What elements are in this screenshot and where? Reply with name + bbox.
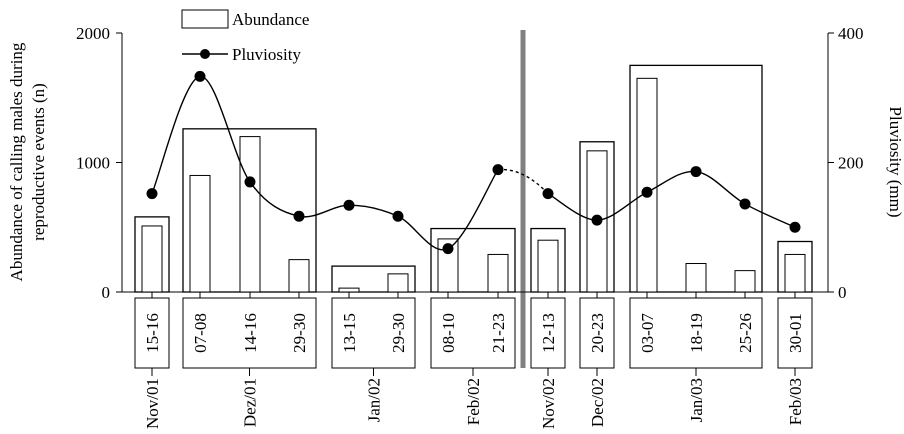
legend: Abundance Pluviosity xyxy=(181,9,309,64)
pluviosity-point xyxy=(492,164,504,176)
season-divider-bar xyxy=(520,30,526,368)
event-date-label: 25-26 xyxy=(736,313,755,353)
left-tick-label: 1000 xyxy=(76,154,110,173)
x-category-labels: Nov/01 Dez/01 Jan/02 Feb/02 Nov/02 Dec/02 Jan/… xyxy=(134,297,813,429)
legend-pluviosity-marker xyxy=(200,49,210,59)
pluviosity-point xyxy=(690,166,702,178)
legend-abundance-swatch xyxy=(181,9,229,29)
pluviosity-point xyxy=(244,176,256,188)
pluviosity-point xyxy=(293,210,305,222)
pluviosity-series xyxy=(146,70,801,255)
month-label: Feb/03 xyxy=(786,378,805,425)
axes xyxy=(121,33,829,293)
month-label: Jan/03 xyxy=(687,378,706,422)
event-date-label: 18-19 xyxy=(687,313,706,353)
event-abundance-bar xyxy=(487,253,509,293)
event-date-label: 29-30 xyxy=(389,313,408,353)
left-tick-label: 0 xyxy=(102,283,111,302)
season-divider xyxy=(520,30,526,368)
legend-pluviosity-label: Pluviosity xyxy=(232,45,301,64)
axis-ticks: 0 1000 2000 0 200 400 xyxy=(76,24,864,302)
right-axis-label: Pluviosity (mm) xyxy=(886,107,904,218)
pluviosity-line-gap xyxy=(497,168,549,195)
event-abundance-bar xyxy=(288,259,310,293)
event-date-label: 30-01 xyxy=(786,313,805,353)
event-abundance-bar xyxy=(387,273,409,293)
event-abundance-bar xyxy=(141,225,163,293)
pluviosity-point xyxy=(641,186,653,198)
pluviosity-point xyxy=(591,214,603,226)
pluviosity-point xyxy=(789,221,801,233)
month-label: Nov/01 xyxy=(143,378,162,429)
pluviosity-point xyxy=(392,210,404,222)
legend-abundance-label: Abundance xyxy=(232,10,309,29)
left-axis-label-line2: reproductive events (n) xyxy=(29,83,48,241)
event-abundance-bar xyxy=(239,136,261,293)
pluviosity-point xyxy=(343,199,355,211)
month-label: Dez/01 xyxy=(241,378,260,427)
right-tick-label: 200 xyxy=(838,154,864,173)
event-abundance-bar xyxy=(338,287,360,293)
pluviosity-line-season2 xyxy=(547,170,796,228)
event-abundance-bar xyxy=(636,77,658,293)
event-abundance-bar xyxy=(685,263,707,293)
pluviosity-point xyxy=(442,243,454,255)
event-abundance-bar xyxy=(189,174,211,293)
month-label: Feb/02 xyxy=(464,378,483,425)
event-abundance-bar xyxy=(537,239,559,293)
month-label: Dec/02 xyxy=(588,378,607,427)
event-date-label: 14-16 xyxy=(241,313,260,353)
pluviosity-point xyxy=(739,198,751,210)
event-abundance-bars xyxy=(141,77,806,293)
pluviosity-point xyxy=(194,70,206,82)
event-date-label: 07-08 xyxy=(191,313,210,353)
event-date-label: 29-30 xyxy=(290,313,309,353)
event-date-label: 21-23 xyxy=(489,313,508,353)
event-date-label: 03-07 xyxy=(638,313,657,353)
event-date-label: 13-15 xyxy=(340,313,359,353)
event-date-label: 12-13 xyxy=(539,313,558,353)
event-date-label: 15-16 xyxy=(143,313,162,353)
pluviosity-point xyxy=(542,188,554,200)
right-tick-label: 400 xyxy=(838,24,864,43)
left-tick-label: 2000 xyxy=(76,24,110,43)
month-label: Jan/02 xyxy=(365,378,384,422)
event-date-label: 08-10 xyxy=(439,313,458,353)
event-abundance-bar xyxy=(734,270,756,293)
monthly-abundance-boxes xyxy=(134,64,813,293)
month-label: Nov/02 xyxy=(539,378,558,429)
pluviosity-point xyxy=(146,188,158,200)
event-abundance-bar xyxy=(784,253,806,293)
right-tick-label: 0 xyxy=(838,283,847,302)
event-date-label: 20-23 xyxy=(588,313,607,353)
left-axis-label-line1: Abundance of calling males during xyxy=(7,42,26,281)
